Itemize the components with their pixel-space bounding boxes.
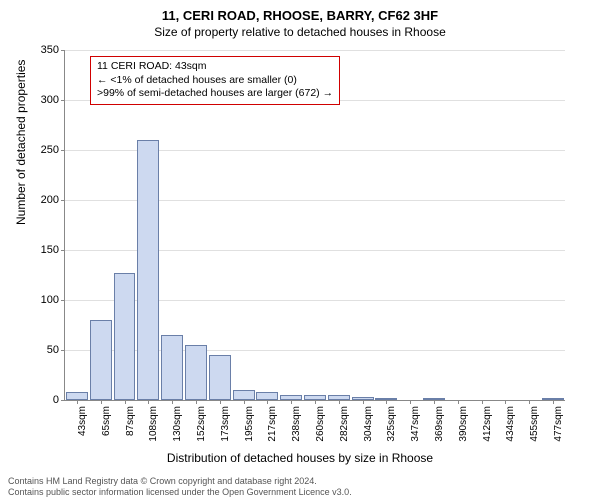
bar	[233, 390, 255, 400]
xtick-label: 325sqm	[386, 406, 397, 442]
ytick-mark	[61, 50, 65, 51]
xtick-label: 43sqm	[77, 406, 88, 436]
xtick-mark	[172, 400, 173, 404]
ytick-label: 150	[41, 244, 59, 256]
xtick-label: 173sqm	[220, 406, 231, 442]
xtick-label: 238sqm	[291, 406, 302, 442]
grid-line	[65, 50, 565, 51]
xtick-mark	[244, 400, 245, 404]
ytick-label: 50	[47, 344, 59, 356]
xtick-label: 304sqm	[363, 406, 374, 442]
xtick-mark	[148, 400, 149, 404]
xtick-mark	[196, 400, 197, 404]
xtick-label: 347sqm	[410, 406, 421, 442]
ytick-label: 300	[41, 94, 59, 106]
footer-line-2: Contains public sector information licen…	[8, 487, 592, 498]
footer-line-1: Contains HM Land Registry data © Crown c…	[8, 476, 592, 487]
xtick-mark	[220, 400, 221, 404]
bar	[114, 273, 136, 400]
chart-container: 11, CERI ROAD, RHOOSE, BARRY, CF62 3HF S…	[0, 0, 600, 500]
xtick-mark	[315, 400, 316, 404]
annotation-line-3: >99% of semi-detached houses are larger …	[97, 87, 333, 101]
xtick-mark	[529, 400, 530, 404]
xtick-label: 412sqm	[482, 406, 493, 442]
ytick-label: 350	[41, 44, 59, 56]
xtick-label: 477sqm	[553, 406, 564, 442]
annotation-line-1: 11 CERI ROAD: 43sqm	[97, 60, 333, 74]
xtick-label: 260sqm	[315, 406, 326, 442]
xtick-mark	[458, 400, 459, 404]
xtick-label: 195sqm	[244, 406, 255, 442]
xtick-label: 152sqm	[196, 406, 207, 442]
annotation-box: 11 CERI ROAD: 43sqm ← <1% of detached ho…	[90, 56, 340, 105]
xtick-mark	[267, 400, 268, 404]
xtick-mark	[291, 400, 292, 404]
xtick-mark	[553, 400, 554, 404]
ytick-label: 100	[41, 294, 59, 306]
ytick-label: 0	[53, 394, 59, 406]
xtick-label: 87sqm	[125, 406, 136, 436]
xtick-mark	[410, 400, 411, 404]
bar	[137, 140, 159, 400]
ytick-mark	[61, 150, 65, 151]
xtick-mark	[339, 400, 340, 404]
ytick-mark	[61, 350, 65, 351]
ytick-mark	[61, 400, 65, 401]
ytick-mark	[61, 250, 65, 251]
bar	[256, 392, 278, 400]
title-sub: Size of property relative to detached ho…	[0, 23, 600, 43]
xtick-mark	[386, 400, 387, 404]
xtick-label: 108sqm	[148, 406, 159, 442]
xtick-mark	[363, 400, 364, 404]
x-axis-label: Distribution of detached houses by size …	[0, 451, 600, 465]
bar	[185, 345, 207, 400]
ytick-mark	[61, 100, 65, 101]
xtick-label: 130sqm	[172, 406, 183, 442]
y-axis-label: Number of detached properties	[14, 60, 28, 225]
title-main: 11, CERI ROAD, RHOOSE, BARRY, CF62 3HF	[0, 0, 600, 23]
xtick-label: 455sqm	[529, 406, 540, 442]
ytick-mark	[61, 300, 65, 301]
ytick-mark	[61, 200, 65, 201]
bar	[66, 392, 88, 400]
xtick-label: 65sqm	[101, 406, 112, 436]
xtick-mark	[101, 400, 102, 404]
bar	[90, 320, 112, 400]
xtick-label: 217sqm	[267, 406, 278, 442]
xtick-mark	[125, 400, 126, 404]
xtick-mark	[505, 400, 506, 404]
xtick-label: 282sqm	[339, 406, 350, 442]
xtick-mark	[434, 400, 435, 404]
ytick-label: 250	[41, 144, 59, 156]
ytick-label: 200	[41, 194, 59, 206]
xtick-mark	[77, 400, 78, 404]
xtick-label: 369sqm	[434, 406, 445, 442]
xtick-label: 434sqm	[505, 406, 516, 442]
annotation-line-2: ← <1% of detached houses are smaller (0)	[97, 74, 333, 88]
xtick-mark	[482, 400, 483, 404]
footer: Contains HM Land Registry data © Crown c…	[8, 476, 592, 498]
bar	[209, 355, 231, 400]
xtick-label: 390sqm	[458, 406, 469, 442]
bar	[161, 335, 183, 400]
